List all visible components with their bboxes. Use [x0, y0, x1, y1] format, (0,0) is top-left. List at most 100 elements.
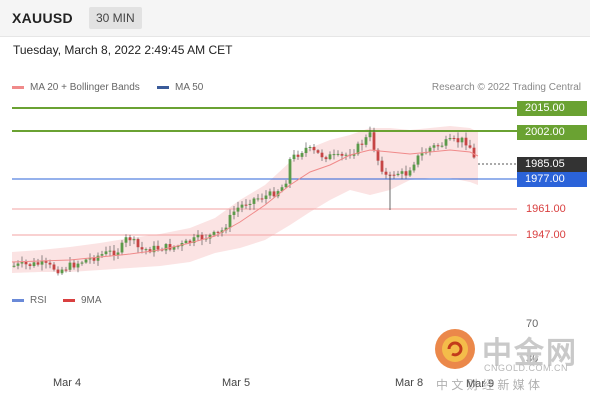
candle-body: [360, 143, 364, 145]
candle-body: [448, 138, 452, 140]
cngold-logo-icon: [433, 327, 477, 376]
candle-body: [84, 259, 88, 263]
level-1947-label: 1947.00: [526, 229, 566, 241]
candle-body: [128, 237, 132, 241]
candle-body: [236, 207, 240, 212]
candle-body: [460, 137, 464, 143]
top-bar: XAUUSD 30 MIN: [0, 0, 590, 37]
candle-body: [300, 153, 304, 157]
candle-body: [76, 263, 80, 268]
candle-body: [88, 257, 92, 260]
legend-ma20-label: MA 20 + Bollinger Bands: [30, 82, 140, 93]
candle-body: [36, 262, 40, 265]
last-price-tag: 1985.05: [517, 157, 587, 172]
x-label-mar9: Mar 9: [466, 378, 495, 390]
candle-body: [316, 150, 320, 153]
candle-body: [232, 211, 236, 215]
candle-body: [276, 191, 280, 197]
candle-body: [344, 154, 348, 156]
candle-body: [208, 234, 212, 239]
candle-body: [256, 198, 260, 200]
candle-body: [116, 252, 120, 256]
candle-body: [152, 245, 156, 253]
candle-body: [16, 263, 20, 266]
candle-body: [64, 269, 68, 271]
level-2015-tag: 2015.00: [517, 101, 587, 116]
candle-body: [320, 152, 324, 158]
legend-rsi-label: RSI: [30, 295, 47, 306]
candle-body: [28, 264, 32, 266]
candle-body: [264, 195, 268, 200]
candle-body: [384, 171, 388, 175]
candle-body: [328, 154, 332, 160]
candle-body: [44, 261, 48, 263]
level-2002-tag: 2002.00: [517, 125, 587, 140]
rsi-70-label: 70: [526, 318, 539, 330]
9ma-swatch: [63, 299, 75, 302]
candle-body: [364, 137, 368, 145]
timeframe-button[interactable]: 30 MIN: [89, 7, 142, 29]
candle-body: [472, 147, 476, 158]
candle-body: [368, 132, 372, 138]
candle-body: [216, 231, 220, 233]
legend-9ma-label: 9MA: [81, 295, 102, 306]
rsi-swatch: [12, 299, 24, 302]
candle-body: [52, 264, 56, 270]
candle-body: [296, 154, 300, 157]
candle-body: [144, 249, 148, 251]
candle-body: [148, 249, 152, 253]
candle-body: [176, 246, 180, 248]
candle-body: [192, 237, 196, 243]
candle-body: [416, 155, 420, 165]
level-1961-label: 1961.00: [526, 203, 566, 215]
candle-body: [292, 154, 296, 160]
candle-body: [168, 244, 172, 250]
candle-body: [280, 187, 284, 192]
candle-body: [100, 254, 104, 256]
candle-body: [96, 255, 100, 261]
candle-body: [408, 170, 412, 176]
candle-body: [224, 227, 228, 231]
candle-body: [124, 237, 128, 243]
rsi-30-label: 30: [526, 353, 539, 365]
x-label-mar5: Mar 5: [222, 377, 251, 389]
candle-body: [268, 191, 272, 196]
candle-body: [272, 191, 276, 197]
candle-body: [68, 262, 72, 270]
candle-body: [92, 257, 96, 261]
candle-body: [108, 250, 112, 252]
watermark-domain: CNGOLD.COM.CN: [484, 363, 569, 373]
candle-body: [260, 198, 264, 200]
watermark-brand: 中金网: [482, 337, 578, 370]
candle-body: [308, 147, 312, 149]
candle-body: [252, 198, 256, 204]
candle-body: [104, 251, 108, 255]
candle-body: [20, 261, 24, 264]
candle-body: [248, 203, 252, 205]
ma50-swatch: [157, 86, 169, 89]
candle-body: [48, 262, 52, 265]
candle-body: [332, 154, 336, 156]
candle-body: [188, 240, 192, 243]
candle-body: [184, 240, 188, 244]
candle-body: [396, 173, 400, 176]
candle-body: [72, 262, 76, 268]
candle-body: [464, 137, 468, 146]
candle-body: [432, 145, 436, 148]
candle-body: [156, 245, 160, 250]
watermark-tagline: 中 文 财 经 新 媒 体: [436, 378, 541, 392]
timestamp: Tuesday, March 8, 2022 2:49:45 AM CET: [13, 43, 233, 57]
candle-body: [376, 149, 380, 161]
candle-body: [412, 164, 416, 171]
ma20-line: [11, 149, 479, 263]
candle-body: [60, 269, 64, 274]
legend-9ma: 9MA: [63, 295, 102, 306]
candle-body: [400, 171, 404, 174]
candle-body: [288, 159, 292, 184]
candle-body: [356, 143, 360, 155]
ma20-swatch: [12, 86, 24, 89]
candle-body: [324, 157, 328, 160]
candle-body: [372, 132, 376, 150]
candle-body: [468, 145, 472, 148]
